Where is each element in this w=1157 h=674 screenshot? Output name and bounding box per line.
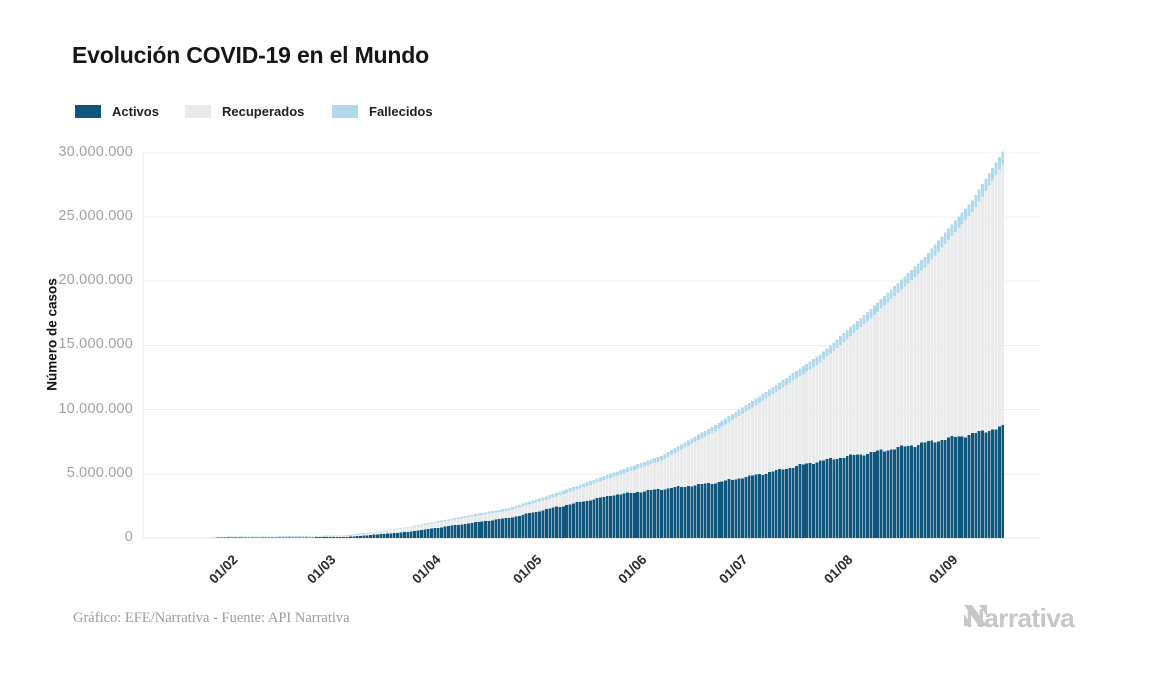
legend-item-recuperados: Recuperados [185, 104, 304, 119]
legend-swatch-recuperados [185, 105, 211, 118]
legend-item-fallecidos: Fallecidos [332, 104, 433, 119]
legend-label-fallecidos: Fallecidos [369, 104, 433, 119]
y-tick-label: 25.000.000 [58, 208, 133, 224]
y-tick-label: 0 [124, 529, 133, 545]
legend-label-activos: Activos [112, 104, 159, 119]
chart-title: Evolución COVID-19 en el Mundo [72, 42, 429, 68]
credit-text: Gráfico: EFE/Narrativa - Fuente: API Nar… [73, 610, 350, 626]
y-tick-label: 10.000.000 [58, 400, 133, 417]
y-tick-label: 5.000.000 [66, 464, 133, 481]
narrativa-logo: Narrativa [963, 603, 1075, 634]
legend-label-recuperados: Recuperados [222, 104, 305, 119]
y-tick-label: 30.000.000 [58, 143, 133, 160]
narrativa-logo-icon [964, 605, 987, 626]
y-tick-label: 15.000.000 [58, 336, 133, 353]
legend-item-activos: Activos [75, 104, 159, 119]
legend-swatch-activos [75, 105, 101, 118]
legend-swatch-fallecidos [332, 105, 358, 118]
y-tick-label: 20.000.000 [58, 272, 133, 289]
